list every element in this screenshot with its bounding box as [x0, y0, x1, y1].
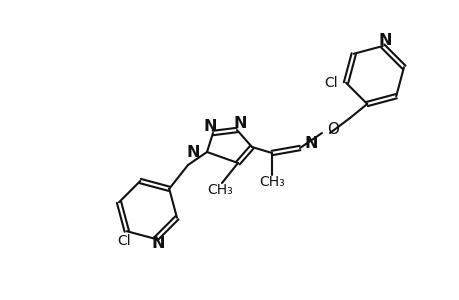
Text: Cl: Cl [324, 76, 337, 90]
Text: O: O [326, 122, 338, 136]
Text: N: N [151, 236, 164, 251]
Text: N: N [186, 145, 200, 160]
Text: N: N [203, 118, 216, 134]
Text: N: N [233, 116, 246, 130]
Text: CH₃: CH₃ [258, 175, 284, 189]
Text: Cl: Cl [117, 234, 130, 248]
Text: N: N [304, 136, 318, 151]
Text: CH₃: CH₃ [207, 183, 232, 197]
Text: N: N [377, 32, 391, 47]
